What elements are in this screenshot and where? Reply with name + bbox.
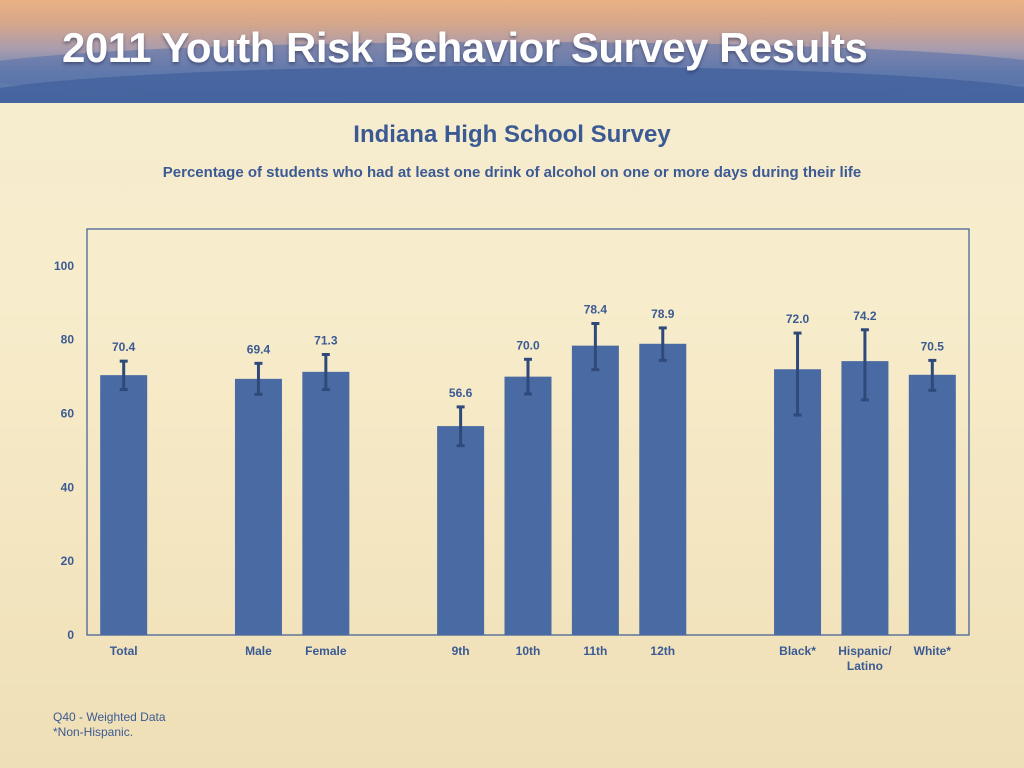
footnote-weighted-data: Q40 - Weighted Data: [53, 710, 166, 724]
chart-subtitle: Percentage of students who had at least …: [162, 164, 862, 181]
category-label: White*: [914, 644, 952, 658]
bar-chart: 0 20 40 60 80 100 70.4 Total 69.4 Male 71.3 Female 5…: [54, 228, 970, 673]
y-tick-label: 100: [54, 259, 74, 273]
category-label-line: 9th: [452, 644, 470, 658]
category-label: Total: [110, 644, 138, 658]
category-label: Female: [305, 644, 347, 658]
data-label: 71.3: [314, 333, 338, 347]
bar: [100, 375, 148, 635]
bar: [908, 374, 956, 635]
category-label-line: Male: [245, 644, 272, 658]
category-label: 11th: [583, 644, 607, 658]
category-label-line: Latino: [847, 659, 883, 673]
bar: [504, 376, 552, 635]
data-label: 78.9: [651, 307, 675, 321]
chart-title: Indiana High School Survey: [353, 121, 671, 148]
category-label-line: Female: [305, 644, 347, 658]
bar: [302, 371, 350, 635]
y-tick-label: 40: [61, 480, 75, 494]
bar: [234, 378, 282, 635]
footnotes: Q40 - Weighted Data *Non-Hispanic.: [53, 710, 166, 740]
data-label: 69.4: [247, 342, 271, 356]
header-banner: 2011 Youth Risk Behavior Survey Results: [0, 0, 1024, 103]
category-label: 12th: [650, 644, 675, 658]
bar: [571, 345, 619, 635]
category-label: Black*: [779, 644, 816, 658]
category-label: 9th: [452, 644, 470, 658]
y-tick-label: 20: [61, 554, 75, 568]
bar: [437, 426, 485, 635]
category-label: Male: [245, 644, 272, 658]
banner-title: 2011 Youth Risk Behavior Survey Results: [62, 24, 868, 71]
bar: [639, 343, 687, 635]
y-tick-label: 0: [67, 628, 74, 642]
data-label: 78.4: [584, 302, 608, 316]
category-label-line: White*: [914, 644, 952, 658]
bar: [841, 361, 889, 635]
data-label: 74.2: [853, 309, 877, 323]
data-label: 70.0: [516, 338, 540, 352]
data-label: 72.0: [786, 312, 810, 326]
category-label-line: 11th: [583, 644, 607, 658]
y-tick-label: 60: [61, 407, 75, 421]
category-label-line: 10th: [516, 644, 541, 658]
data-label: 56.6: [449, 386, 473, 400]
category-label: Hispanic/Latino: [838, 644, 892, 673]
category-label-line: Hispanic/: [838, 644, 892, 658]
category-label-line: 12th: [650, 644, 675, 658]
category-label: 10th: [516, 644, 541, 658]
data-label: 70.4: [112, 340, 136, 354]
category-label-line: Black*: [779, 644, 816, 658]
data-label: 70.5: [921, 339, 945, 353]
y-tick-label: 80: [61, 333, 75, 347]
category-label-line: Total: [110, 644, 138, 658]
footnote-non-hispanic: *Non-Hispanic.: [53, 725, 134, 739]
